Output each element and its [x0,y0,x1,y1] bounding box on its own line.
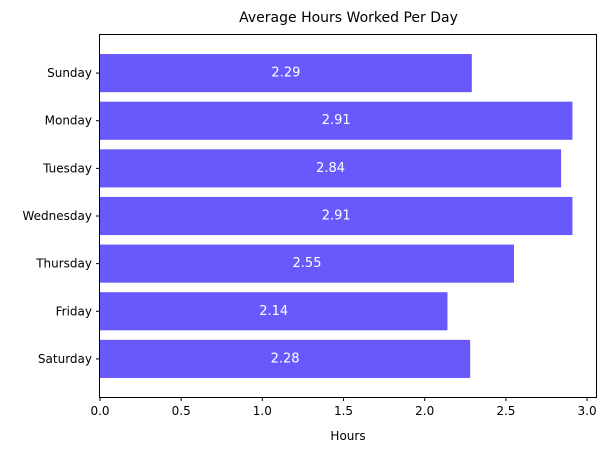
bar-value-label: 2.14 [259,304,288,319]
bar-friday [100,292,448,331]
x-tick-label: 3.0 [578,404,597,418]
x-axis: 0.0 0.5 1.0 1.5 2.0 2.5 3.0 [90,397,597,418]
bar-value-label: 2.29 [271,66,300,81]
x-tick-label: 0.5 [172,404,191,418]
y-tick-label: Tuesday [42,161,92,175]
y-tick-label: Wednesday [23,209,92,223]
y-tick-label: Thursday [35,257,92,271]
bar-value-label: 2.28 [271,351,300,366]
y-tick-label: Friday [56,304,92,318]
x-tick-label: 1.5 [334,404,353,418]
bar-value-label: 2.91 [322,113,351,128]
x-tick-label: 2.5 [496,404,515,418]
y-tick-label: Sunday [47,66,92,80]
y-tick-label: Saturday [38,352,92,366]
x-tick-label: 2.0 [415,404,434,418]
x-tick-label: 1.0 [253,404,272,418]
bar-saturday [100,339,471,378]
bar-tuesday [100,149,562,188]
x-tick-label: 0.0 [90,404,109,418]
bar-monday [100,101,573,140]
bar-wednesday [100,196,573,236]
bar-sunday [100,54,472,93]
plot-frame [99,34,597,398]
bar-value-label: 2.55 [293,256,322,271]
bars-group: 2.29 2.91 2.84 2.91 2.55 2.14 2.28 [100,54,573,378]
chart-title: Average Hours Worked Per Day [239,10,458,26]
bar-thursday [100,244,515,283]
bar-value-label: 2.84 [316,161,345,176]
x-axis-label: Hours [330,429,365,443]
bar-value-label: 2.91 [322,209,351,224]
y-tick-label: Monday [45,114,92,128]
y-axis: Sunday Monday Tuesday Wednesday Thursday Frid… [23,66,100,366]
